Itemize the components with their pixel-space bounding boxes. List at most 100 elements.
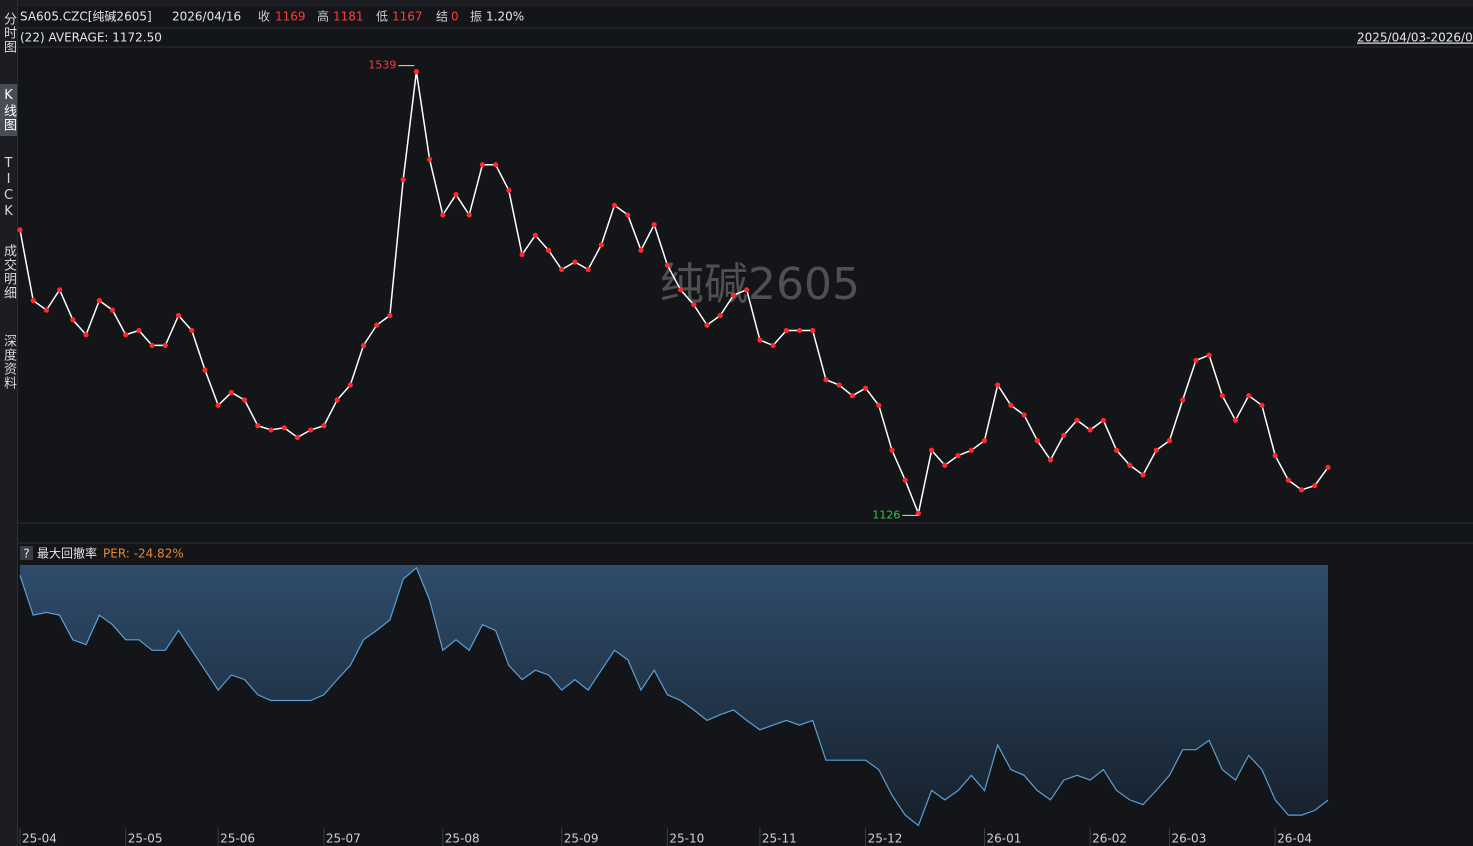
price-dot bbox=[43, 307, 50, 313]
quote-label: 收 bbox=[258, 10, 270, 24]
price-dot bbox=[545, 247, 552, 253]
symbol: SA605.CZC[纯碱2605] bbox=[20, 10, 152, 24]
price-dot bbox=[823, 377, 829, 383]
price-dot bbox=[215, 402, 221, 408]
date-range[interactable]: 2025/04/03-2026/04 bbox=[1357, 31, 1473, 45]
x-tick-label: 25-12 bbox=[868, 832, 903, 846]
price-dot bbox=[479, 162, 486, 168]
price-dot bbox=[1219, 393, 1225, 399]
price-dot bbox=[651, 221, 657, 228]
sidebar: 分时图 K线图 TICK 成交明细 深度资料 bbox=[0, 0, 18, 846]
price-dot bbox=[1140, 472, 1146, 478]
price-dot bbox=[83, 332, 89, 338]
price-dot bbox=[744, 287, 750, 293]
subtitle: (22) AVERAGE: 1172.50 bbox=[20, 31, 162, 45]
badge[interactable]: ? bbox=[23, 547, 29, 561]
drawdown-line bbox=[19, 566, 1329, 827]
tab[interactable]: 成交明细 bbox=[1, 244, 16, 300]
quote-label: 结 bbox=[436, 10, 448, 24]
price-dot bbox=[162, 342, 168, 349]
price-dot bbox=[862, 385, 869, 391]
price-dot bbox=[532, 232, 538, 238]
price-dot bbox=[426, 156, 433, 162]
quote-label: 高 bbox=[317, 9, 329, 24]
price-dot bbox=[889, 447, 895, 453]
price-dot bbox=[1100, 417, 1106, 423]
tab[interactable]: 深度资料 bbox=[1, 334, 16, 390]
price-dot bbox=[1312, 482, 1318, 489]
price-dot bbox=[347, 382, 353, 388]
x-tick-label: 25-04 bbox=[22, 832, 57, 846]
price-dot bbox=[915, 510, 922, 516]
price-dot bbox=[1153, 447, 1159, 453]
min-label: 1126 bbox=[872, 508, 900, 521]
quote-value: 0 bbox=[451, 10, 459, 24]
price-dot bbox=[70, 317, 76, 323]
price-dot bbox=[1206, 352, 1212, 358]
help-button[interactable] bbox=[20, 546, 33, 560]
price-dot bbox=[585, 266, 591, 273]
quote-value: 1169 bbox=[275, 10, 306, 24]
x-tick-label: 25-09 bbox=[564, 832, 599, 846]
price-dot bbox=[1021, 412, 1027, 418]
price-dot bbox=[572, 259, 578, 265]
price-line bbox=[19, 71, 1329, 516]
toolbar bbox=[18, 0, 1473, 7]
price-dot bbox=[611, 202, 618, 208]
panel-title: 最大回撤率 bbox=[37, 546, 97, 561]
watermark: 纯碱2605 bbox=[660, 259, 860, 310]
price-dot bbox=[109, 307, 116, 313]
price-dot bbox=[1074, 417, 1080, 423]
price-dot bbox=[704, 322, 710, 328]
tab[interactable]: TICK bbox=[1, 156, 16, 220]
price-dot bbox=[453, 192, 459, 198]
price-dot bbox=[783, 327, 789, 334]
x-tick-label: 26-01 bbox=[986, 832, 1021, 846]
price-dot bbox=[175, 312, 182, 319]
price-dot bbox=[757, 337, 763, 343]
price-dot bbox=[1166, 438, 1173, 444]
price-dot bbox=[981, 438, 988, 444]
price-dot bbox=[1193, 357, 1199, 364]
price-dot bbox=[955, 453, 961, 459]
price-dot bbox=[519, 251, 525, 258]
price-dot bbox=[30, 297, 36, 304]
price-dot bbox=[876, 402, 882, 408]
price-dot bbox=[678, 287, 684, 293]
tab[interactable]: 分时图 bbox=[1, 12, 16, 54]
price-dot bbox=[730, 292, 737, 298]
price-dot bbox=[334, 397, 340, 403]
price-dot bbox=[466, 212, 472, 218]
max-label: 1539 bbox=[368, 59, 396, 72]
price-dot bbox=[770, 342, 776, 349]
price-dot bbox=[717, 312, 723, 319]
price-dot bbox=[374, 322, 380, 328]
price-dot bbox=[638, 247, 644, 253]
price-dot bbox=[1114, 447, 1120, 453]
price-dot bbox=[902, 477, 908, 483]
price-dot bbox=[1008, 402, 1014, 408]
price-dot bbox=[1180, 397, 1186, 403]
price-dot bbox=[149, 342, 155, 349]
x-tick-label: 25-10 bbox=[669, 832, 704, 846]
price-dot bbox=[1298, 487, 1305, 493]
x-tick-label: 26-04 bbox=[1277, 832, 1312, 846]
price-dot bbox=[625, 212, 631, 218]
price-dot bbox=[1087, 427, 1093, 433]
price-dot bbox=[506, 187, 512, 193]
price-dot bbox=[57, 287, 63, 293]
price-dot bbox=[664, 262, 670, 268]
price-dot bbox=[387, 312, 393, 319]
price-dot bbox=[268, 427, 274, 433]
price-dot bbox=[123, 332, 129, 338]
tab[interactable]: K线图 bbox=[0, 84, 17, 136]
quote-value: 1181 bbox=[333, 10, 364, 24]
price-dot bbox=[968, 447, 974, 453]
price-dot bbox=[294, 434, 301, 441]
quote-label: 低 bbox=[376, 10, 388, 24]
x-tick-label: 25-11 bbox=[762, 832, 797, 846]
price-dot bbox=[1285, 477, 1291, 483]
x-tick-label: 25-06 bbox=[220, 832, 255, 846]
price-dot bbox=[995, 382, 1001, 388]
price-dot bbox=[1047, 457, 1054, 463]
